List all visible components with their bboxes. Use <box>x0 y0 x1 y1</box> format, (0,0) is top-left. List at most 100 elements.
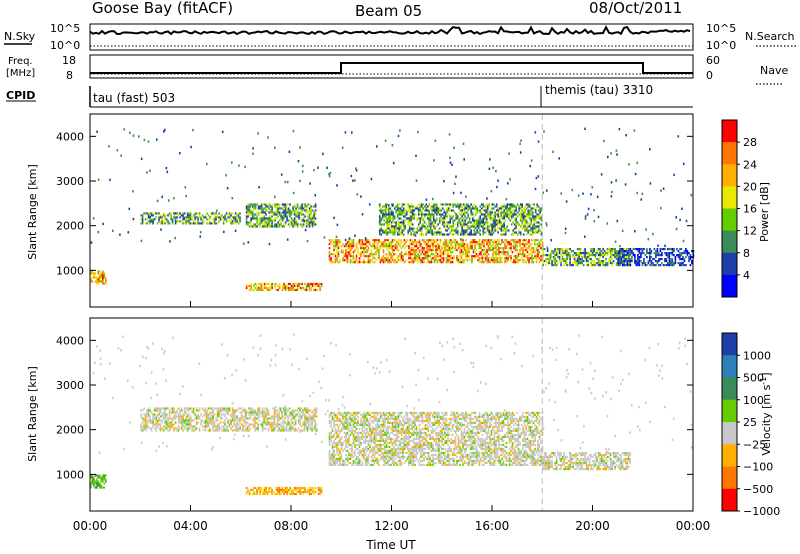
power-colorbar-swatch-1 <box>722 142 737 165</box>
velocity-cell <box>228 407 231 410</box>
power-cell <box>259 282 261 286</box>
power-cell <box>376 145 378 148</box>
power-cell <box>632 252 635 255</box>
power-cell <box>253 203 255 206</box>
power-cell <box>492 223 495 226</box>
power-cell <box>470 225 472 228</box>
power-cell <box>528 229 531 232</box>
power-cell <box>448 257 451 260</box>
power-cell <box>476 219 478 222</box>
velocity-cell <box>201 407 204 410</box>
power-cell <box>464 205 466 208</box>
power-cell <box>472 241 475 244</box>
power-cell <box>480 221 483 224</box>
velocity-cell <box>292 490 294 494</box>
power-cell <box>397 249 400 252</box>
power-cell <box>263 223 266 226</box>
velocity-cell <box>331 411 334 414</box>
velocity-cell <box>161 421 163 424</box>
power-cell <box>510 205 513 208</box>
power-cell <box>221 130 224 134</box>
velocity-cell <box>212 417 214 420</box>
velocity-cell <box>312 419 315 422</box>
velocity-cell <box>310 488 312 492</box>
power-cell <box>206 162 208 166</box>
power-cell <box>536 205 538 208</box>
power-cell <box>429 239 431 242</box>
velocity-cell <box>258 409 261 412</box>
velocity-cell <box>278 413 280 416</box>
power-cell <box>509 215 511 218</box>
power-cell <box>486 223 489 226</box>
power-cell <box>467 213 469 216</box>
power-cell <box>615 264 618 267</box>
power-cell <box>640 260 642 263</box>
power-cell <box>599 262 601 265</box>
power-cell <box>566 262 568 265</box>
power-cell <box>457 261 460 264</box>
velocity-cell <box>319 490 321 494</box>
power-cell <box>431 233 433 236</box>
power-cell <box>501 261 503 264</box>
power-cell <box>245 217 248 220</box>
velocity-cell <box>290 427 292 430</box>
power-cell <box>299 179 301 183</box>
velocity-cell <box>248 407 250 410</box>
power-cell <box>619 258 621 261</box>
velocity-cell <box>147 415 150 418</box>
power-cell <box>330 253 332 256</box>
power-cell <box>650 260 653 263</box>
power-cell <box>436 247 439 250</box>
velocity-cell <box>294 409 297 412</box>
power-cell <box>523 243 526 246</box>
power-cell <box>390 241 392 244</box>
power-cell <box>451 245 454 248</box>
velocity-cell <box>156 419 159 422</box>
power-cell <box>283 217 285 220</box>
power-cell <box>179 152 181 155</box>
power-cell <box>302 225 305 228</box>
power-cell <box>477 243 479 246</box>
power-cell <box>396 203 399 206</box>
power-cell <box>479 211 481 214</box>
velocity-cell <box>305 409 307 412</box>
velocity-cell <box>251 488 254 492</box>
power-cell <box>417 130 419 134</box>
velocity-cell <box>236 415 238 418</box>
power-cell <box>388 251 391 254</box>
power-cell <box>433 159 435 162</box>
power-cell <box>366 261 368 264</box>
power-cell <box>584 256 586 259</box>
power-cell <box>355 167 357 170</box>
velocity-cell <box>240 413 243 416</box>
power-cell <box>387 209 390 212</box>
power-cell <box>248 213 251 216</box>
power-cell <box>502 241 505 244</box>
power-cell <box>280 221 282 224</box>
power-cell <box>460 261 463 264</box>
power-cell <box>525 249 527 252</box>
power-cell <box>631 260 633 263</box>
power-cell <box>634 172 637 176</box>
velocity-cell <box>336 451 338 454</box>
velocity-cell <box>337 435 340 438</box>
velocity-cell <box>264 411 267 414</box>
power-cell <box>517 241 520 244</box>
beam-title: Beam 05 <box>355 2 422 20</box>
velocity-cell <box>155 409 157 412</box>
velocity-cell <box>273 413 276 416</box>
power-cell <box>450 261 452 264</box>
power-cell <box>498 253 500 256</box>
power-cell <box>478 239 481 242</box>
velocity-cell <box>290 492 293 496</box>
velocity-cell <box>291 425 294 428</box>
power-cell <box>308 286 311 290</box>
power-cell <box>548 254 550 257</box>
power-cell <box>551 252 553 255</box>
power-cell <box>441 223 444 226</box>
power-cell <box>643 258 645 261</box>
power-cell <box>599 254 601 257</box>
power-cell <box>171 220 174 223</box>
power-cell <box>451 241 454 244</box>
power-cell <box>671 254 674 257</box>
